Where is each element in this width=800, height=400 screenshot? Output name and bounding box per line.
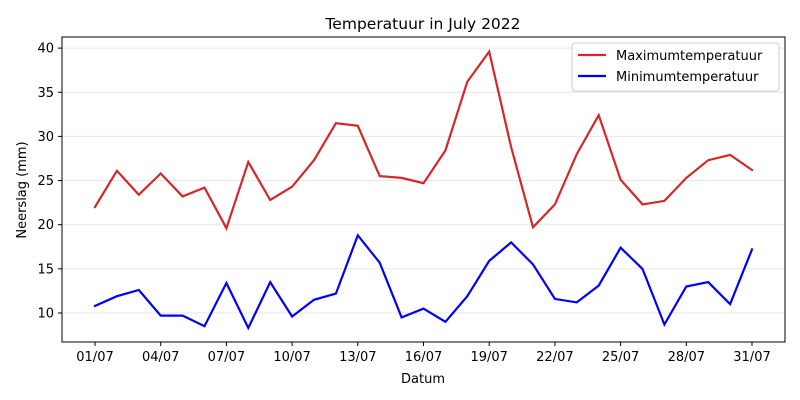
x-tick-label: 10/07 <box>273 350 310 365</box>
x-tick-label: 04/07 <box>142 350 179 365</box>
series-line-min <box>93 233 754 331</box>
legend-label-min: Minimumtemperatuur <box>616 70 759 85</box>
y-tick-label: 25 <box>37 174 54 189</box>
series-lines <box>93 48 754 331</box>
series-line-max <box>93 48 754 231</box>
x-tick-label: 31/07 <box>733 350 770 365</box>
y-axis-ticks: 10 15 20 25 30 35 40 <box>37 42 62 322</box>
y-tick-label: 20 <box>37 218 54 233</box>
legend-label-max: Maximumtemperatuur <box>616 49 763 64</box>
x-tick-label: 28/07 <box>668 350 705 365</box>
x-tick-label: 01/07 <box>76 350 113 365</box>
x-tick-label: 19/07 <box>470 350 507 365</box>
legend-box <box>571 42 780 92</box>
y-tick-label: 30 <box>37 130 54 145</box>
x-axis-label: Datum <box>401 372 445 387</box>
x-axis-ticks: 01/07 04/07 07/07 10/07 13/07 16/07 19/07 22/07… <box>76 342 771 365</box>
chart-title: Temperatuur in July 2022 <box>324 15 520 33</box>
legend: Maximumtemperatuur Minimumtemperatuur <box>571 42 780 92</box>
y-tick-label: 10 <box>37 307 54 322</box>
y-tick-label: 40 <box>37 42 54 57</box>
x-tick-label: 07/07 <box>208 350 245 365</box>
x-tick-label: 16/07 <box>405 350 442 365</box>
x-tick-label: 22/07 <box>536 350 573 365</box>
gridlines <box>62 47 785 314</box>
y-tick-label: 15 <box>37 262 54 277</box>
y-tick-label: 35 <box>37 86 54 101</box>
x-tick-label: 25/07 <box>602 350 639 365</box>
x-tick-label: 13/07 <box>339 350 376 365</box>
y-axis-label: Neerslag (mm) <box>15 141 30 238</box>
